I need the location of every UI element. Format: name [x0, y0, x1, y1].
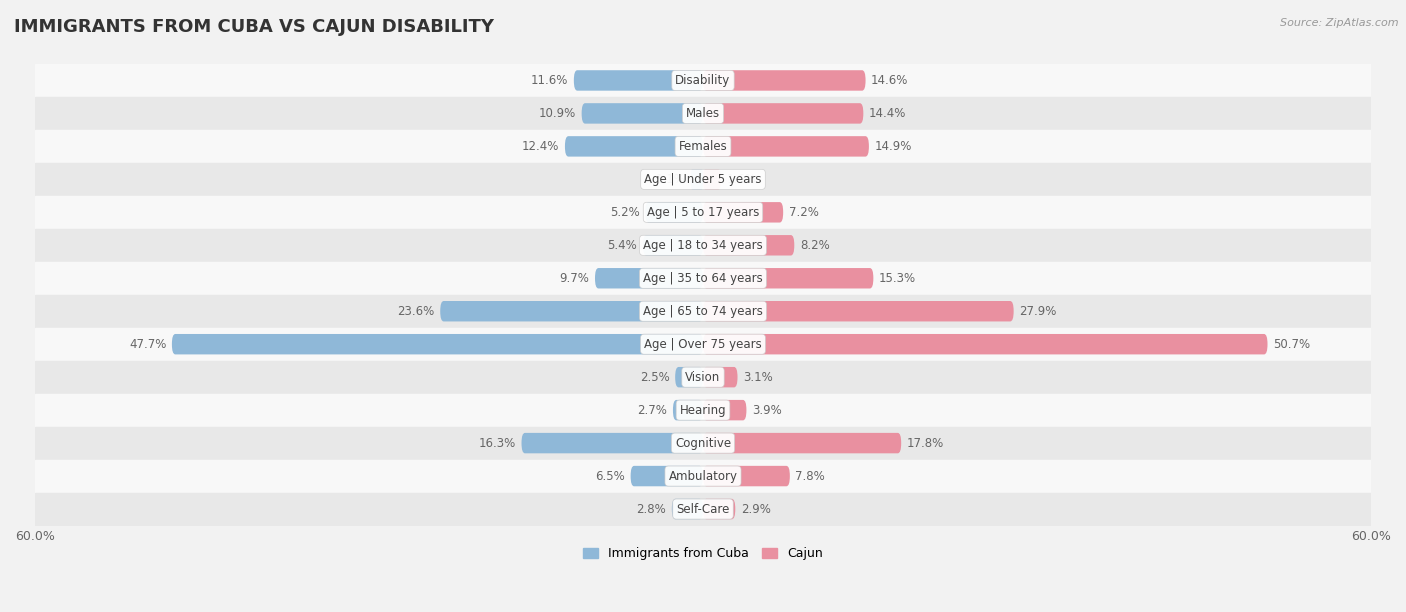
Text: 23.6%: 23.6% [398, 305, 434, 318]
Bar [35, 493, 1371, 526]
Bar [35, 97, 1371, 130]
FancyBboxPatch shape [703, 103, 863, 124]
Text: 17.8%: 17.8% [907, 436, 943, 450]
FancyBboxPatch shape [440, 301, 703, 321]
Text: Females: Females [679, 140, 727, 153]
Text: Source: ZipAtlas.com: Source: ZipAtlas.com [1281, 18, 1399, 28]
FancyBboxPatch shape [703, 499, 735, 519]
Text: 14.9%: 14.9% [875, 140, 912, 153]
Text: Vision: Vision [685, 371, 721, 384]
Text: Ambulatory: Ambulatory [668, 469, 738, 483]
FancyBboxPatch shape [703, 169, 721, 190]
Text: Age | Over 75 years: Age | Over 75 years [644, 338, 762, 351]
Bar [35, 295, 1371, 327]
Text: 2.8%: 2.8% [637, 502, 666, 515]
FancyBboxPatch shape [703, 235, 794, 255]
Text: Age | 65 to 74 years: Age | 65 to 74 years [643, 305, 763, 318]
Text: 8.2%: 8.2% [800, 239, 830, 252]
Text: Males: Males [686, 107, 720, 120]
FancyBboxPatch shape [703, 367, 738, 387]
Text: 27.9%: 27.9% [1019, 305, 1056, 318]
Text: 3.1%: 3.1% [744, 371, 773, 384]
Bar [35, 460, 1371, 493]
Text: 11.6%: 11.6% [531, 74, 568, 87]
Text: Hearing: Hearing [679, 404, 727, 417]
Text: 50.7%: 50.7% [1272, 338, 1310, 351]
Text: 6.5%: 6.5% [595, 469, 626, 483]
FancyBboxPatch shape [675, 367, 703, 387]
Text: 3.9%: 3.9% [752, 404, 782, 417]
Text: 14.6%: 14.6% [872, 74, 908, 87]
Text: IMMIGRANTS FROM CUBA VS CAJUN DISABILITY: IMMIGRANTS FROM CUBA VS CAJUN DISABILITY [14, 18, 494, 36]
Text: 10.9%: 10.9% [538, 107, 576, 120]
FancyBboxPatch shape [703, 334, 1268, 354]
Text: 2.9%: 2.9% [741, 502, 770, 515]
Text: 14.4%: 14.4% [869, 107, 907, 120]
FancyBboxPatch shape [595, 268, 703, 288]
FancyBboxPatch shape [582, 103, 703, 124]
FancyBboxPatch shape [690, 169, 703, 190]
FancyBboxPatch shape [672, 499, 703, 519]
Text: 7.2%: 7.2% [789, 206, 818, 219]
Text: 1.1%: 1.1% [655, 173, 685, 186]
FancyBboxPatch shape [703, 400, 747, 420]
Bar [35, 196, 1371, 229]
FancyBboxPatch shape [703, 466, 790, 487]
FancyBboxPatch shape [631, 466, 703, 487]
FancyBboxPatch shape [522, 433, 703, 453]
Bar [35, 427, 1371, 460]
Bar [35, 360, 1371, 394]
Bar [35, 327, 1371, 360]
Bar [35, 130, 1371, 163]
FancyBboxPatch shape [703, 202, 783, 223]
Bar [35, 229, 1371, 262]
Legend: Immigrants from Cuba, Cajun: Immigrants from Cuba, Cajun [578, 542, 828, 565]
Text: 2.7%: 2.7% [637, 404, 668, 417]
Bar [35, 262, 1371, 295]
FancyBboxPatch shape [565, 136, 703, 157]
FancyBboxPatch shape [643, 235, 703, 255]
FancyBboxPatch shape [703, 268, 873, 288]
Text: 15.3%: 15.3% [879, 272, 917, 285]
Text: 5.2%: 5.2% [610, 206, 640, 219]
Text: 47.7%: 47.7% [129, 338, 166, 351]
Text: Age | 5 to 17 years: Age | 5 to 17 years [647, 206, 759, 219]
Text: 12.4%: 12.4% [522, 140, 560, 153]
Text: 9.7%: 9.7% [560, 272, 589, 285]
FancyBboxPatch shape [673, 400, 703, 420]
FancyBboxPatch shape [574, 70, 703, 91]
Text: 16.3%: 16.3% [478, 436, 516, 450]
Bar [35, 163, 1371, 196]
Text: 2.5%: 2.5% [640, 371, 669, 384]
Bar [35, 394, 1371, 427]
FancyBboxPatch shape [703, 70, 866, 91]
Text: 7.8%: 7.8% [796, 469, 825, 483]
Text: 1.6%: 1.6% [727, 173, 756, 186]
Text: Cognitive: Cognitive [675, 436, 731, 450]
FancyBboxPatch shape [703, 433, 901, 453]
FancyBboxPatch shape [703, 136, 869, 157]
FancyBboxPatch shape [172, 334, 703, 354]
FancyBboxPatch shape [645, 202, 703, 223]
Text: Age | 35 to 64 years: Age | 35 to 64 years [643, 272, 763, 285]
FancyBboxPatch shape [703, 301, 1014, 321]
Text: Self-Care: Self-Care [676, 502, 730, 515]
Text: 5.4%: 5.4% [607, 239, 637, 252]
Text: Disability: Disability [675, 74, 731, 87]
Text: Age | Under 5 years: Age | Under 5 years [644, 173, 762, 186]
Text: Age | 18 to 34 years: Age | 18 to 34 years [643, 239, 763, 252]
Bar [35, 64, 1371, 97]
